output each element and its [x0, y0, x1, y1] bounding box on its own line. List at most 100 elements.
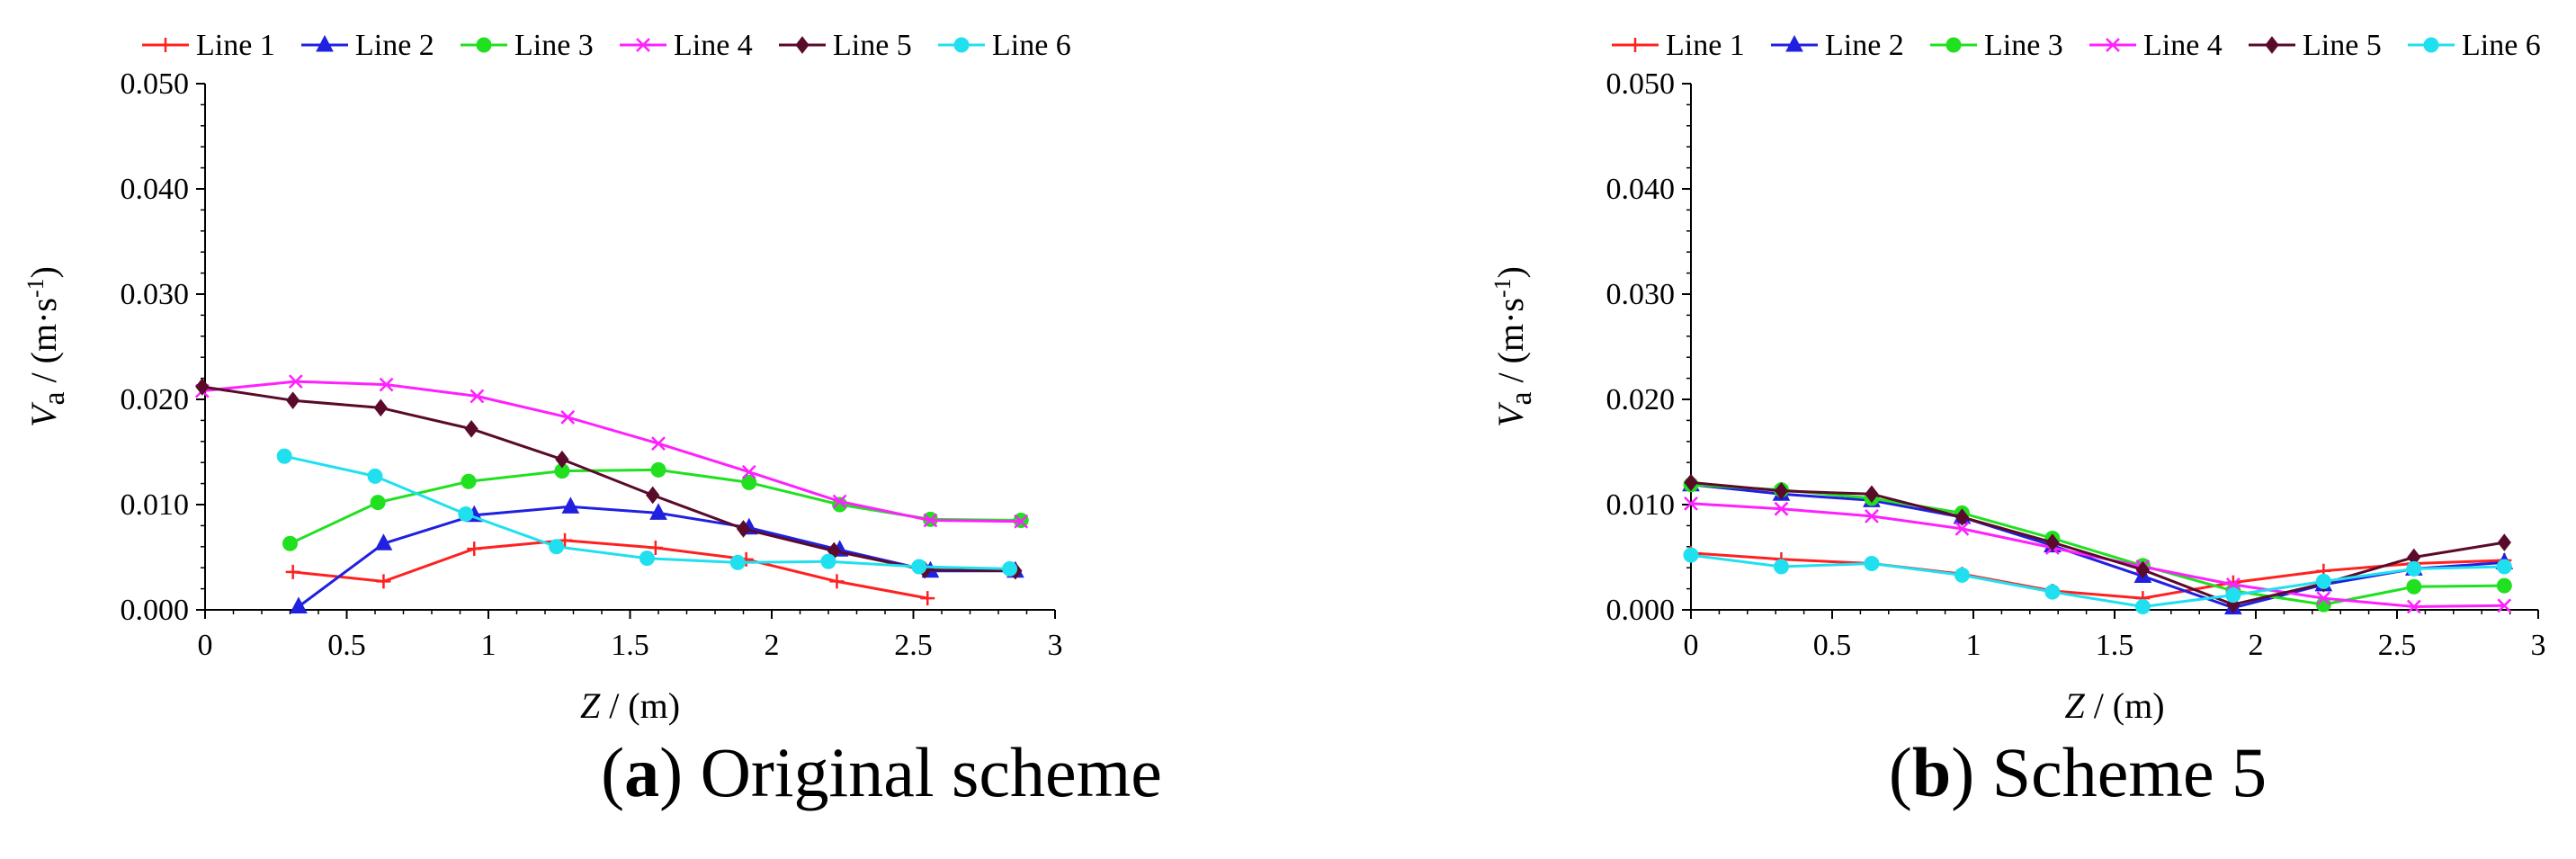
x-axis-unit: / (m) — [600, 685, 680, 726]
data-point — [1014, 514, 1029, 529]
data-point — [290, 596, 308, 613]
data-point — [561, 497, 580, 514]
y-tick-label: 0.020 — [1606, 383, 1676, 416]
data-point — [911, 559, 927, 575]
x-axis-symbol: Z — [580, 685, 601, 726]
legend-marker — [2423, 37, 2439, 53]
x-tick-label: 3 — [2531, 629, 2546, 662]
legend-item-1: Line 1 — [142, 29, 275, 62]
legend-marker — [158, 38, 173, 52]
legend-marker — [2265, 36, 2279, 54]
legend-item-5: Line 5 — [779, 29, 912, 62]
legend-label: Line 2 — [1825, 29, 1904, 62]
data-point — [373, 398, 388, 417]
y-axis-close: ) — [1490, 266, 1531, 278]
x-tick-label: 0.5 — [1813, 629, 1852, 662]
data-point — [555, 450, 569, 469]
series-path — [1690, 553, 2505, 608]
caption-text: Original scheme — [683, 733, 1162, 811]
caption-open-paren: ( — [1889, 733, 1912, 811]
y-axis-exponent: -1 — [1489, 278, 1516, 298]
series-line-3 — [1683, 477, 2512, 613]
data-point — [2496, 559, 2512, 575]
caption-label: a — [624, 733, 659, 811]
series-line-4 — [194, 374, 1029, 529]
legend-label: Line 4 — [674, 29, 753, 62]
legend-label: Line 3 — [514, 29, 594, 62]
data-point — [2497, 598, 2512, 613]
y-tick-label: 0.030 — [1606, 278, 1676, 311]
data-point — [1683, 547, 1699, 563]
y-axis-exponent: -1 — [22, 278, 49, 298]
y-tick-label: 0.000 — [1606, 594, 1676, 627]
data-point — [2044, 584, 2061, 600]
axes: 0.000 0.010 0.020 0.030 0.040 0.050 0 0.5 1 1.5 2 2… — [1606, 67, 2546, 662]
x-tick-label: 2.5 — [894, 629, 933, 662]
panel-caption: (b) Scheme 5 — [1889, 733, 2267, 811]
data-point — [649, 503, 667, 520]
chart-panel-a: Line 1 Line 2 Line 3 Line 4 Line 5 Line 6 0.00… — [22, 29, 1162, 811]
data-point — [646, 486, 660, 505]
data-point — [464, 419, 479, 438]
data-point — [820, 553, 836, 569]
legend-label: Line 1 — [1666, 29, 1745, 62]
caption-close-paren: ) — [1951, 733, 1974, 811]
y-tick-label: 0.010 — [121, 488, 190, 522]
legend-label: Line 1 — [196, 29, 275, 62]
data-point — [1865, 485, 1879, 504]
y-tick-label: 0.010 — [1606, 488, 1676, 522]
series-line-5 — [195, 378, 1023, 580]
series-path — [1690, 483, 2505, 610]
data-point — [276, 448, 292, 464]
legend-label: Line 6 — [2462, 29, 2541, 62]
y-tick-label: 0.000 — [121, 594, 190, 627]
x-tick-label: 2 — [2249, 629, 2264, 662]
legend-label: Line 2 — [355, 29, 434, 62]
caption-label: b — [1912, 733, 1951, 811]
series-line-6 — [276, 448, 1018, 577]
y-axis-subscript: a — [1505, 391, 1538, 405]
data-point — [285, 564, 300, 579]
data-point — [648, 540, 663, 555]
data-point — [2315, 573, 2331, 589]
series-line-6 — [1683, 547, 2512, 614]
caption-text: Scheme 5 — [1974, 733, 2267, 811]
data-point — [458, 506, 474, 523]
series-path — [1690, 480, 2505, 606]
data-point — [1684, 496, 1698, 511]
legend-marker — [1785, 34, 1803, 52]
data-point — [2134, 598, 2151, 614]
data-point — [288, 374, 303, 389]
data-point — [2406, 599, 2421, 614]
data-point — [2225, 587, 2241, 604]
y-tick-label: 0.040 — [1606, 173, 1676, 206]
series-path — [292, 539, 928, 600]
legend-label: Line 4 — [2143, 29, 2223, 62]
data-point — [1954, 567, 1970, 583]
legend-marker — [953, 37, 970, 53]
data-point — [729, 554, 746, 570]
data-point — [461, 473, 477, 489]
data-point — [370, 495, 386, 511]
data-point — [2406, 578, 2422, 595]
data-point — [1002, 560, 1018, 577]
series-path — [201, 385, 1015, 573]
caption-close-paren: ) — [659, 733, 683, 811]
data-point — [549, 539, 565, 555]
legend-item-2: Line 2 — [1771, 29, 1904, 62]
y-tick-label: 0.040 — [121, 173, 190, 206]
legend-item-4: Line 4 — [2089, 29, 2223, 62]
legend-item-6: Line 6 — [2408, 29, 2541, 62]
series-path — [289, 468, 1022, 545]
y-tick-label: 0.030 — [121, 278, 190, 311]
legend-item-3: Line 3 — [1930, 29, 2063, 62]
y-axis-symbol: V — [1490, 401, 1531, 427]
data-point — [379, 377, 394, 392]
series-path — [1690, 483, 2505, 606]
y-axis-title: Va / (m·s-1) — [22, 266, 71, 427]
data-point — [376, 574, 391, 589]
y-axis-symbol: V — [23, 401, 64, 427]
legend-item-5: Line 5 — [2249, 29, 2382, 62]
data-point — [651, 436, 666, 452]
